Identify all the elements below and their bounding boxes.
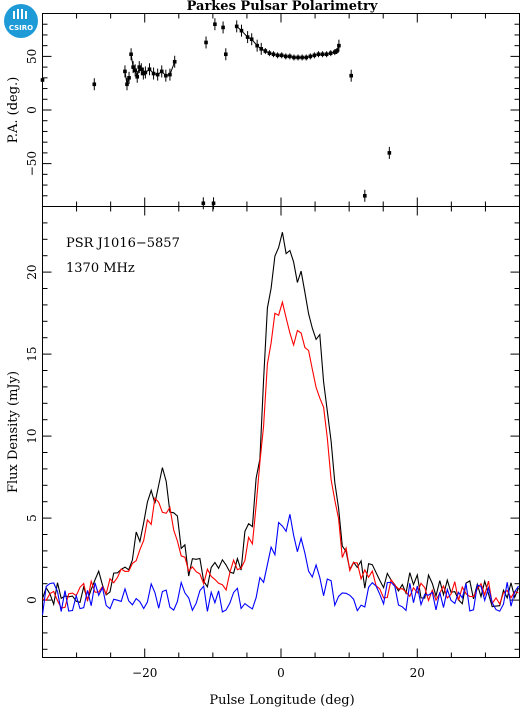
pa-point — [127, 76, 131, 80]
pa-point — [234, 24, 239, 29]
frequency-annotation: 1370 MHz — [66, 261, 135, 276]
flux-ytick-label: 10 — [25, 428, 39, 443]
xtick-label: −20 — [132, 666, 157, 680]
pa-point — [159, 69, 164, 74]
flux-ytick-label: 5 — [25, 514, 39, 522]
pa-point — [279, 53, 284, 58]
pa-point — [135, 74, 140, 79]
pa-panel-frame — [42, 13, 520, 207]
chart-title: Parkes Pulsar Polarimetry — [187, 0, 378, 14]
pa-point — [164, 73, 168, 78]
flux-axis-label: Flux Density (mJy) — [6, 371, 21, 493]
pa-point — [308, 54, 313, 59]
xtick-label: 20 — [410, 666, 425, 680]
flux-lines — [41, 232, 520, 615]
series-line-linear — [42, 300, 519, 609]
xtick-label: 0 — [277, 666, 285, 680]
pa-point — [139, 67, 144, 72]
pa-point — [292, 55, 296, 60]
pa-point — [271, 52, 276, 57]
pa-point — [249, 37, 254, 42]
pa-point — [151, 71, 156, 76]
pa-point — [92, 82, 97, 87]
flux-ticks: 0 5 10 15 20 −20 0 20 — [25, 13, 520, 680]
pa-point — [129, 52, 133, 57]
pa-point — [224, 52, 228, 57]
pa-point — [155, 72, 160, 77]
pa-point — [213, 22, 217, 27]
pa-point — [300, 55, 304, 60]
pa-point — [320, 52, 325, 57]
pa-point — [221, 25, 225, 30]
pa-point — [304, 55, 309, 60]
pa-point — [333, 50, 337, 54]
flux-ytick-label: 15 — [25, 346, 39, 361]
pa-point — [324, 52, 329, 57]
pa-point — [255, 43, 259, 48]
pa-point — [296, 55, 300, 60]
pa-point — [143, 70, 148, 75]
pa-point — [335, 49, 339, 53]
pa-axis-label: P.A. (deg.) — [6, 77, 21, 144]
pa-point — [259, 47, 264, 51]
pa-point — [133, 68, 137, 73]
pa-point — [123, 69, 127, 74]
pa-point — [245, 35, 250, 39]
pa-point — [283, 54, 288, 59]
pa-point — [201, 201, 206, 206]
x-axis-label: Pulse Longitude (deg) — [209, 693, 354, 708]
pa-point — [387, 151, 392, 155]
pa-point — [204, 40, 208, 45]
pa-point — [125, 82, 129, 87]
pa-point — [40, 78, 45, 82]
pa-point — [147, 67, 152, 72]
pa-ytick-label: 0 — [25, 106, 39, 114]
series-line-circular — [41, 514, 519, 615]
pa-ytick-label: −50 — [25, 151, 39, 176]
pa-point — [131, 65, 135, 69]
pa-point — [328, 51, 333, 55]
flux-ytick-label: 20 — [25, 264, 39, 279]
pa-ytick-label: 50 — [25, 49, 39, 64]
pa-point — [267, 51, 272, 55]
flux-ytick-label: 0 — [25, 596, 39, 604]
series-line-total — [41, 232, 520, 608]
pa-point — [316, 52, 321, 57]
pa-point — [363, 193, 367, 198]
pa-point — [137, 65, 142, 69]
pa-point — [337, 43, 341, 48]
pa-point — [211, 201, 216, 206]
pa-point — [172, 59, 177, 64]
pa-point — [239, 28, 244, 33]
pa-point — [263, 49, 268, 53]
pulsar-name-annotation: PSR J1016−5857 — [66, 236, 180, 251]
pa-point — [288, 54, 292, 59]
logo-text: CSIRO — [9, 24, 33, 32]
pa-point — [312, 53, 317, 58]
pa-point — [168, 72, 172, 77]
pa-point — [275, 53, 280, 58]
pa-points — [40, 18, 392, 210]
pa-point — [141, 71, 146, 76]
pa-point — [349, 73, 353, 78]
pa-ticks: −50 0 50 — [25, 23, 520, 197]
csiro-logo: CSIRO — [4, 4, 38, 38]
